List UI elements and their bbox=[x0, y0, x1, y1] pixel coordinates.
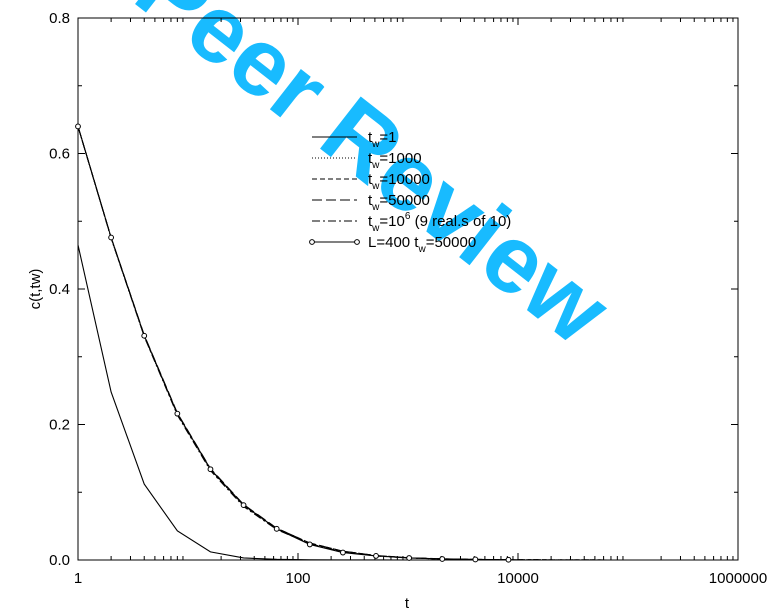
series-line-1 bbox=[77, 244, 628, 561]
axis-ticks: 1 100 10000 1000000 0.0 0.2 0.4 0.6 0.8 bbox=[49, 10, 767, 587]
y-tick-label: 0.4 bbox=[49, 281, 70, 298]
series-line-6 bbox=[77, 126, 509, 561]
series-point bbox=[439, 556, 446, 562]
y-tick-label: 0.2 bbox=[49, 417, 70, 434]
series-point bbox=[340, 549, 346, 556]
series-point bbox=[373, 553, 379, 559]
legend-label: tw=1000 bbox=[368, 150, 422, 171]
y-tick-label: 0.8 bbox=[49, 10, 70, 27]
series-point bbox=[108, 234, 115, 241]
series-point bbox=[306, 541, 313, 548]
y-axis-label: c(t,tw) bbox=[27, 269, 44, 310]
y-tick-label: 0.6 bbox=[49, 146, 70, 163]
legend-marker bbox=[309, 239, 315, 245]
legend-label: L=400 tw=50000 bbox=[368, 234, 476, 255]
x-tick-label: 1000000 bbox=[709, 570, 767, 587]
series-point bbox=[406, 555, 413, 561]
legend-label: tw=1 bbox=[368, 129, 397, 150]
y-tick-label: 0.0 bbox=[49, 552, 70, 569]
legend-label: tw=106 (9 real.s of 10) bbox=[368, 211, 511, 234]
legend-label: tw=50000 bbox=[368, 192, 430, 213]
x-axis-label: t bbox=[405, 595, 410, 612]
legend-label: tw=10000 bbox=[368, 171, 430, 192]
series-point bbox=[505, 556, 512, 563]
series-point bbox=[174, 410, 181, 417]
series-point bbox=[141, 332, 148, 339]
plot-frame bbox=[77, 17, 739, 561]
series-point bbox=[472, 556, 479, 563]
series-point bbox=[240, 502, 247, 509]
x-tick-label: 1 bbox=[74, 570, 82, 587]
x-tick-label: 100 bbox=[285, 570, 310, 587]
series-point bbox=[273, 525, 280, 532]
legend-marker bbox=[354, 239, 360, 245]
series-point bbox=[207, 466, 214, 473]
x-tick-label: 10000 bbox=[497, 570, 539, 587]
series-point bbox=[75, 123, 81, 130]
series-layer bbox=[75, 123, 641, 563]
